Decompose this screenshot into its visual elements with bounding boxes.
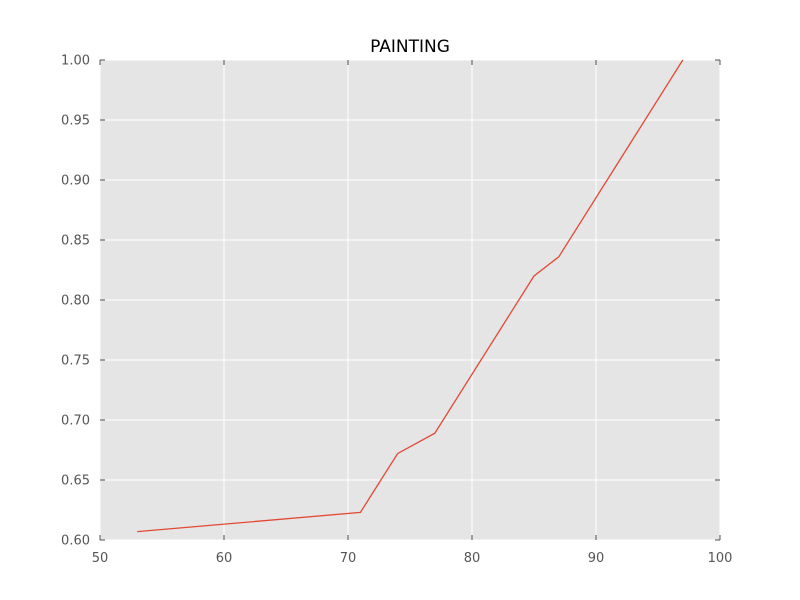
y-tick-label: 0.60 — [61, 534, 90, 549]
x-tick-label: 50 — [92, 551, 109, 566]
series-layer — [137, 59, 684, 533]
x-tick-label: 60 — [216, 551, 233, 566]
y-tick-label: 0.90 — [61, 174, 90, 189]
y-tick-label: 1.00 — [61, 54, 90, 69]
y-tick-label: 0.85 — [61, 234, 90, 249]
y-tick-label: 0.75 — [61, 354, 90, 369]
x-tick-label: 70 — [340, 551, 357, 566]
y-tick-label: 0.65 — [61, 474, 90, 489]
grid-lines — [99, 59, 721, 541]
x-tick-label: 90 — [588, 551, 605, 566]
y-tick-label: 0.80 — [61, 294, 90, 309]
chart-title: PAINTING — [370, 37, 450, 57]
x-tick-label: 80 — [464, 551, 481, 566]
y-tick-label: 0.70 — [61, 414, 90, 429]
series-line — [137, 59, 684, 533]
x-tick-label: 100 — [708, 551, 733, 566]
y-tick-label: 0.95 — [61, 114, 90, 129]
axis-ticks: 50 60 70 80 90 100 0.60 0.65 0.70 0.75 0.80 0.85 0.9… — [61, 54, 732, 567]
